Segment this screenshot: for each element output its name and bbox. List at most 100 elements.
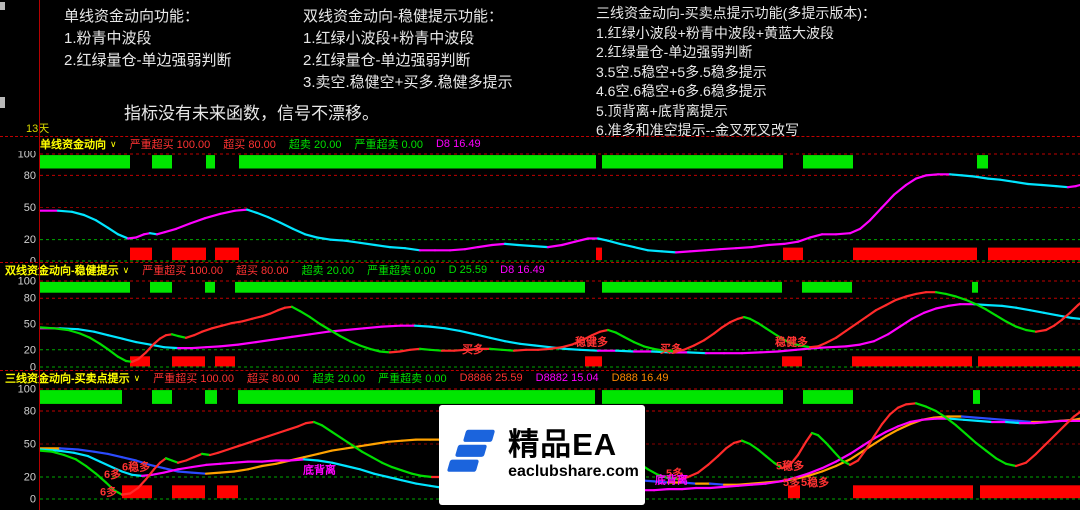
svg-text:0: 0 bbox=[30, 362, 36, 372]
strength-bars-up bbox=[40, 390, 980, 404]
strength-bars-up bbox=[40, 281, 978, 293]
feature-line: 2.红绿量仓-单边强弱判断 bbox=[64, 52, 232, 69]
feature-line: 2.红绿量仓-单边强弱判断 bbox=[303, 52, 471, 69]
indicator-value: D8882 15.04 bbox=[535, 372, 599, 384]
feature-line: 3.5空.5稳空+5多.5稳多提示 bbox=[596, 63, 767, 80]
panel1-header: 单线资金动向 ∨ 严重超买 100.00 超买 80.00 超卖 20.00 严重超卖 0… bbox=[0, 136, 1080, 151]
panel3-header: 三线资金动向-买卖点提示 ∨ 严重超买 100.00 超买 80.00 超卖 20.00… bbox=[0, 370, 1080, 385]
panel1-plot[interactable]: 100 80 50 20 0 bbox=[0, 150, 1080, 264]
svg-text:6多: 6多 bbox=[104, 467, 121, 481]
svg-text:80: 80 bbox=[24, 406, 36, 418]
window-edge-mark bbox=[0, 2, 5, 10]
gridlines bbox=[40, 153, 1080, 262]
indicator-value: D8886 25.59 bbox=[459, 372, 523, 384]
feature-line: 1.粉青中波段 bbox=[64, 30, 152, 47]
watermark-title: 精品EA bbox=[508, 427, 618, 463]
chevron-down-icon[interactable]: ∨ bbox=[133, 372, 141, 383]
indicator-value: D8 16.49 bbox=[435, 138, 481, 150]
watermark-card: 精品EA eaclubshare.com bbox=[439, 405, 645, 505]
svg-text:6多: 6多 bbox=[100, 485, 117, 499]
feature-line: 4.6空.6稳空+6多.6稳多提示 bbox=[596, 83, 767, 99]
gridlines bbox=[40, 388, 1080, 500]
indicator-value: 超买 80.00 bbox=[246, 373, 300, 385]
svg-text:100: 100 bbox=[18, 384, 36, 396]
svg-text:50: 50 bbox=[24, 202, 36, 214]
svg-text:5多: 5多 bbox=[783, 475, 800, 489]
svg-text:稳健多: 稳健多 bbox=[775, 335, 808, 349]
svg-text:买多: 买多 bbox=[660, 341, 682, 355]
crosshair-vertical-line bbox=[39, 0, 40, 510]
svg-text:买多: 买多 bbox=[462, 342, 484, 356]
strength-bars-down bbox=[130, 247, 1080, 261]
indicator-value: 超买 80.00 bbox=[235, 265, 289, 277]
svg-text:20: 20 bbox=[24, 472, 36, 484]
watermark-url[interactable]: eaclubshare.com bbox=[508, 462, 639, 480]
chevron-down-icon[interactable]: ∨ bbox=[110, 138, 117, 149]
feature-line: 3.卖空.稳健空+买多.稳健多提示 bbox=[303, 74, 513, 91]
indicator-value: 严重超买 100.00 bbox=[142, 265, 223, 277]
svg-text:20: 20 bbox=[24, 234, 36, 246]
indicator-value: D8 16.49 bbox=[500, 264, 545, 276]
svg-text:50: 50 bbox=[24, 319, 36, 331]
svg-text:80: 80 bbox=[24, 293, 36, 305]
svg-text:20: 20 bbox=[24, 344, 36, 356]
feature-line: 5.顶背离+底背离提示 bbox=[596, 102, 728, 119]
indicator-value: 严重超卖 0.00 bbox=[354, 139, 423, 151]
indicator-name-dropdown[interactable]: 三线资金动向-买卖点提示 bbox=[5, 373, 130, 385]
panel2-header: 双线资金动向-稳健提示 ∨ 严重超买 100.00 超买 80.00 超卖 20.00 严… bbox=[0, 262, 1080, 277]
svg-text:5稳多: 5稳多 bbox=[801, 475, 829, 489]
indicator-value: 严重超卖 0.00 bbox=[378, 373, 447, 385]
feature-description-column-1: 单线资金动向功能： 1.粉青中波段 2.红绿量仓-单边强弱判断 bbox=[64, 6, 232, 72]
indicator-name-dropdown[interactable]: 双线资金动向-稳健提示 bbox=[5, 265, 119, 277]
feature-description-column-3: 三线资金动向-买卖点提示功能(多提示版本)： 1.红绿小波段+粉青中波段+黄蓝大… bbox=[596, 4, 876, 141]
feature-title: 双线资金动向-稳健提示功能： bbox=[303, 8, 503, 25]
indicator-value: D888 16.49 bbox=[611, 372, 669, 384]
no-future-function-note: 指标没有未来函数，信号不漂移。 bbox=[124, 104, 379, 123]
svg-text:100: 100 bbox=[18, 150, 36, 161]
indicator-value: 严重超卖 0.00 bbox=[367, 265, 436, 277]
feature-line: 1.红绿小波段+粉青中波段 bbox=[303, 30, 475, 47]
strength-bars-down bbox=[122, 485, 1080, 499]
small-wave-line bbox=[38, 291, 1080, 363]
watermark-logo-icon bbox=[447, 429, 495, 472]
svg-text:底背离: 底背离 bbox=[303, 463, 336, 477]
gridlines bbox=[40, 280, 1080, 368]
y-axis-ticks: 100 80 50 20 0 bbox=[18, 150, 36, 264]
svg-text:80: 80 bbox=[24, 170, 36, 182]
svg-text:6稳多: 6稳多 bbox=[122, 459, 150, 473]
indicator-name-dropdown[interactable]: 单线资金动向 bbox=[40, 139, 106, 151]
feature-line: 1.红绿小波段+粉青中波段+黄蓝大波段 bbox=[596, 24, 835, 41]
svg-text:50: 50 bbox=[24, 439, 36, 451]
strength-bars-up bbox=[40, 155, 988, 169]
feature-description-column-2: 双线资金动向-稳健提示功能： 1.红绿小波段+粉青中波段 2.红绿量仓-单边强弱判… bbox=[303, 6, 513, 94]
chevron-down-icon[interactable]: ∨ bbox=[122, 264, 130, 275]
svg-text:0: 0 bbox=[30, 256, 36, 265]
indicator-value: 严重超买 100.00 bbox=[153, 373, 234, 385]
feature-line: 6.准多和准空提示--金叉死叉改写 bbox=[596, 122, 799, 138]
indicator-value: D 25.59 bbox=[448, 264, 488, 276]
svg-text:5多: 5多 bbox=[666, 466, 683, 480]
svg-text:100: 100 bbox=[18, 276, 36, 288]
feature-line: 2.红绿量仓-单边强弱判断 bbox=[596, 44, 753, 60]
indicator-value: 超买 80.00 bbox=[223, 139, 276, 151]
svg-text:稳健多: 稳健多 bbox=[575, 335, 608, 349]
window-edge-mark bbox=[0, 97, 5, 108]
svg-text:5稳多: 5稳多 bbox=[776, 458, 804, 472]
indicator-value: 严重超买 100.00 bbox=[129, 139, 211, 151]
strength-bars-down bbox=[130, 356, 1080, 367]
svg-text:0: 0 bbox=[30, 494, 36, 506]
indicator-value: 超卖 20.00 bbox=[288, 139, 342, 151]
y-axis-ticks: 100 80 50 20 0 bbox=[18, 276, 36, 371]
feature-title: 三线资金动向-买卖点提示功能(多提示版本)： bbox=[596, 5, 876, 21]
feature-title: 单线资金动向功能： bbox=[64, 8, 200, 25]
mid-wave-line bbox=[38, 173, 1080, 254]
indicator-value: 超卖 20.00 bbox=[312, 373, 366, 385]
indicator-value: 超卖 20.00 bbox=[301, 265, 355, 277]
svg-text:底背离: 底背离 bbox=[655, 473, 688, 487]
crosshair-days-label: 13天 bbox=[26, 123, 50, 135]
y-axis-ticks: 100 80 50 20 0 bbox=[18, 384, 36, 506]
